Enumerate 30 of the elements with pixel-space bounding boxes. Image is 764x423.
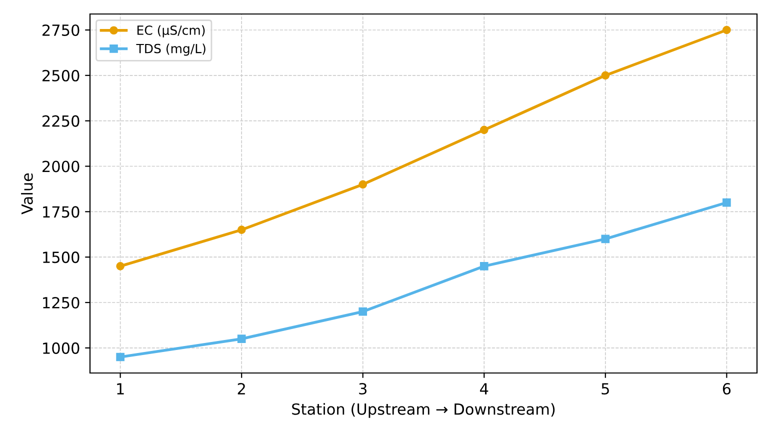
x-tick-label: 3 <box>359 382 366 395</box>
point <box>358 307 368 316</box>
y-tick-label: 1750 <box>43 206 80 218</box>
y-tick-label: 2000 <box>42 160 80 172</box>
point <box>237 226 246 234</box>
point <box>116 352 124 362</box>
x-tick-label: 5 <box>602 383 609 395</box>
x-tick-label: 1 <box>117 383 124 394</box>
legend-label: EC (µS/cm) <box>137 25 205 38</box>
point <box>480 126 488 134</box>
x-tick-label: 4 <box>480 383 488 394</box>
point <box>237 334 246 344</box>
x-tick-label: 6 <box>722 382 731 395</box>
y-tick-label: 1500 <box>43 252 80 264</box>
y-axis-title: Value <box>21 173 33 214</box>
y-tick-label: 2250 <box>42 115 80 127</box>
point <box>358 180 368 189</box>
legend-label: TDS (mg/L) <box>136 44 206 56</box>
y-tick-label: 1000 <box>43 342 80 354</box>
point <box>722 26 731 34</box>
point <box>480 262 488 270</box>
y-tick-label: 1250 <box>43 296 80 309</box>
x-tick-label: 2 <box>238 382 245 394</box>
point <box>601 71 610 80</box>
y-tick-label: 2750 <box>42 24 80 36</box>
x-axis-title: Station (Upstream → Downstream) <box>292 403 555 418</box>
y-tick-label: 2500 <box>42 70 80 82</box>
point <box>601 234 610 244</box>
point <box>722 198 731 207</box>
point <box>116 262 124 270</box>
